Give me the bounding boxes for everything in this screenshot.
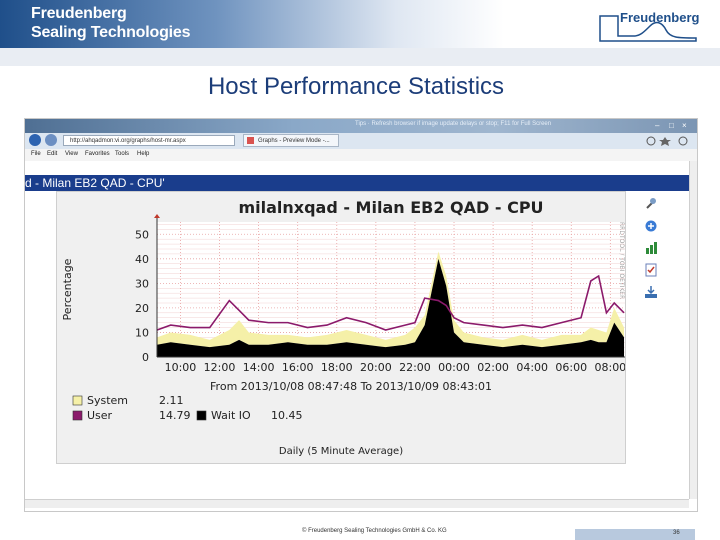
logo-text: Freudenberg [620,10,700,25]
menu-file[interactable]: File [31,151,41,157]
zoom-icon[interactable] [644,219,658,233]
x-tick-label: 06:00 [555,361,587,374]
copyright: © Freudenberg Sealing Technologies GmbH … [302,528,447,534]
y-tick-label: 40 [135,253,149,266]
x-tick-label: 18:00 [321,361,353,374]
footer-bar [575,529,695,540]
address-row: http://ahqadmon:vi.org/graphs/host-mr.as… [25,133,697,149]
series-waitio-area [157,258,625,357]
x-tick-label: 10:00 [165,361,197,374]
export-icon[interactable] [644,285,658,299]
browser-tab[interactable]: Graphs - Preview Mode -... [243,134,339,147]
window-titlebar: Tips · Refresh browser if image update d… [25,119,697,133]
y-tick-label: 50 [135,228,149,241]
menu-view[interactable]: View [65,151,78,157]
legend-label: System [87,394,128,407]
legend-label: User [87,409,113,422]
legend-value: 14.79 [159,409,191,422]
browser-tools-icons[interactable] [645,135,693,147]
legend-swatch [72,395,83,406]
y-axis-arrow [154,214,160,218]
legend-swatch [72,410,83,421]
bar-chart-icon[interactable] [644,241,658,255]
x-tick-label: 16:00 [282,361,314,374]
x-tick-label: 14:00 [243,361,275,374]
window-minimize-icon[interactable]: – [655,121,660,130]
back-icon[interactable] [29,134,41,146]
x-tick-label: 20:00 [360,361,392,374]
y-tick-label: 0 [142,351,149,364]
x-tick-label: 08:00 [594,361,625,374]
app-title-bar: d - Milan EB2 QAD - CPU' [25,175,689,191]
rrdtool-label: RRDTOOL / TOBI OETIKER [618,222,625,299]
checklist-icon[interactable] [644,263,658,277]
chart-footer: Daily (5 Minute Average) [279,446,403,457]
header-band [0,48,720,66]
x-tick-label: 02:00 [477,361,509,374]
tab-label: Graphs - Preview Mode -... [258,138,330,144]
menu-help[interactable]: Help [137,151,150,157]
legend-label: Wait IO [211,409,251,422]
menu-bar: File Edit View Favorites Tools Help [25,149,697,161]
series-system-area [157,251,625,348]
brand-line-1: Freudenberg [31,5,127,22]
brand-wordmark: Freudenberg Sealing Technologies [31,4,190,42]
wrench-icon[interactable] [644,197,658,211]
menu-edit[interactable]: Edit [47,151,58,157]
date-range: From 2013/10/08 08:47:48 To 2013/10/09 0… [210,380,492,393]
x-tick-label: 12:00 [204,361,236,374]
legend-swatch [196,410,207,421]
x-tick-label: 04:00 [516,361,548,374]
x-tick-label: 00:00 [438,361,470,374]
y-tick-label: 30 [135,277,149,290]
y-axis-label: Percentage [61,258,74,320]
legend-value: 10.45 [271,409,303,422]
chart-title: milalnxqad - Milan EB2 QAD - CPU [238,198,543,217]
address-bar[interactable]: http://ahqadmon:vi.org/graphs/host-mr.as… [63,135,235,146]
rrd-graph: milalnxqad - Milan EB2 QAD - CPU RRDTOOL … [56,191,633,464]
brand-line-2: Sealing Technologies [31,24,191,41]
page-number: 36 [673,530,680,536]
series-user-line [156,274,625,331]
horizontal-scrollbar[interactable] [25,499,689,508]
browser-screenshot: Tips · Refresh browser if image update d… [24,118,698,512]
tab-favicon-icon [247,137,254,144]
toolbar-gap [25,161,697,175]
forward-icon[interactable] [45,134,57,146]
graph-tools [640,197,664,307]
y-tick-label: 20 [135,302,149,315]
legend-value: 2.11 [159,394,184,407]
menu-tools[interactable]: Tools [115,151,130,157]
menu-favorites[interactable]: Favorites [85,151,110,157]
window-close-icon[interactable]: × [682,121,687,130]
vertical-scrollbar[interactable] [689,161,697,499]
logo-mark-icon [599,15,697,42]
cpu-chart: milalnxqad - Milan EB2 QAD - CPU RRDTOOL … [61,198,633,457]
x-tick-label: 22:00 [399,361,431,374]
y-tick-label: 10 [135,326,149,339]
freudenberg-logo: Freudenberg [598,10,700,43]
slide-title: Host Performance Statistics [207,73,505,100]
tip-text: Tips · Refresh browser if image update d… [355,121,552,127]
window-maximize-icon[interactable]: □ [669,121,674,130]
